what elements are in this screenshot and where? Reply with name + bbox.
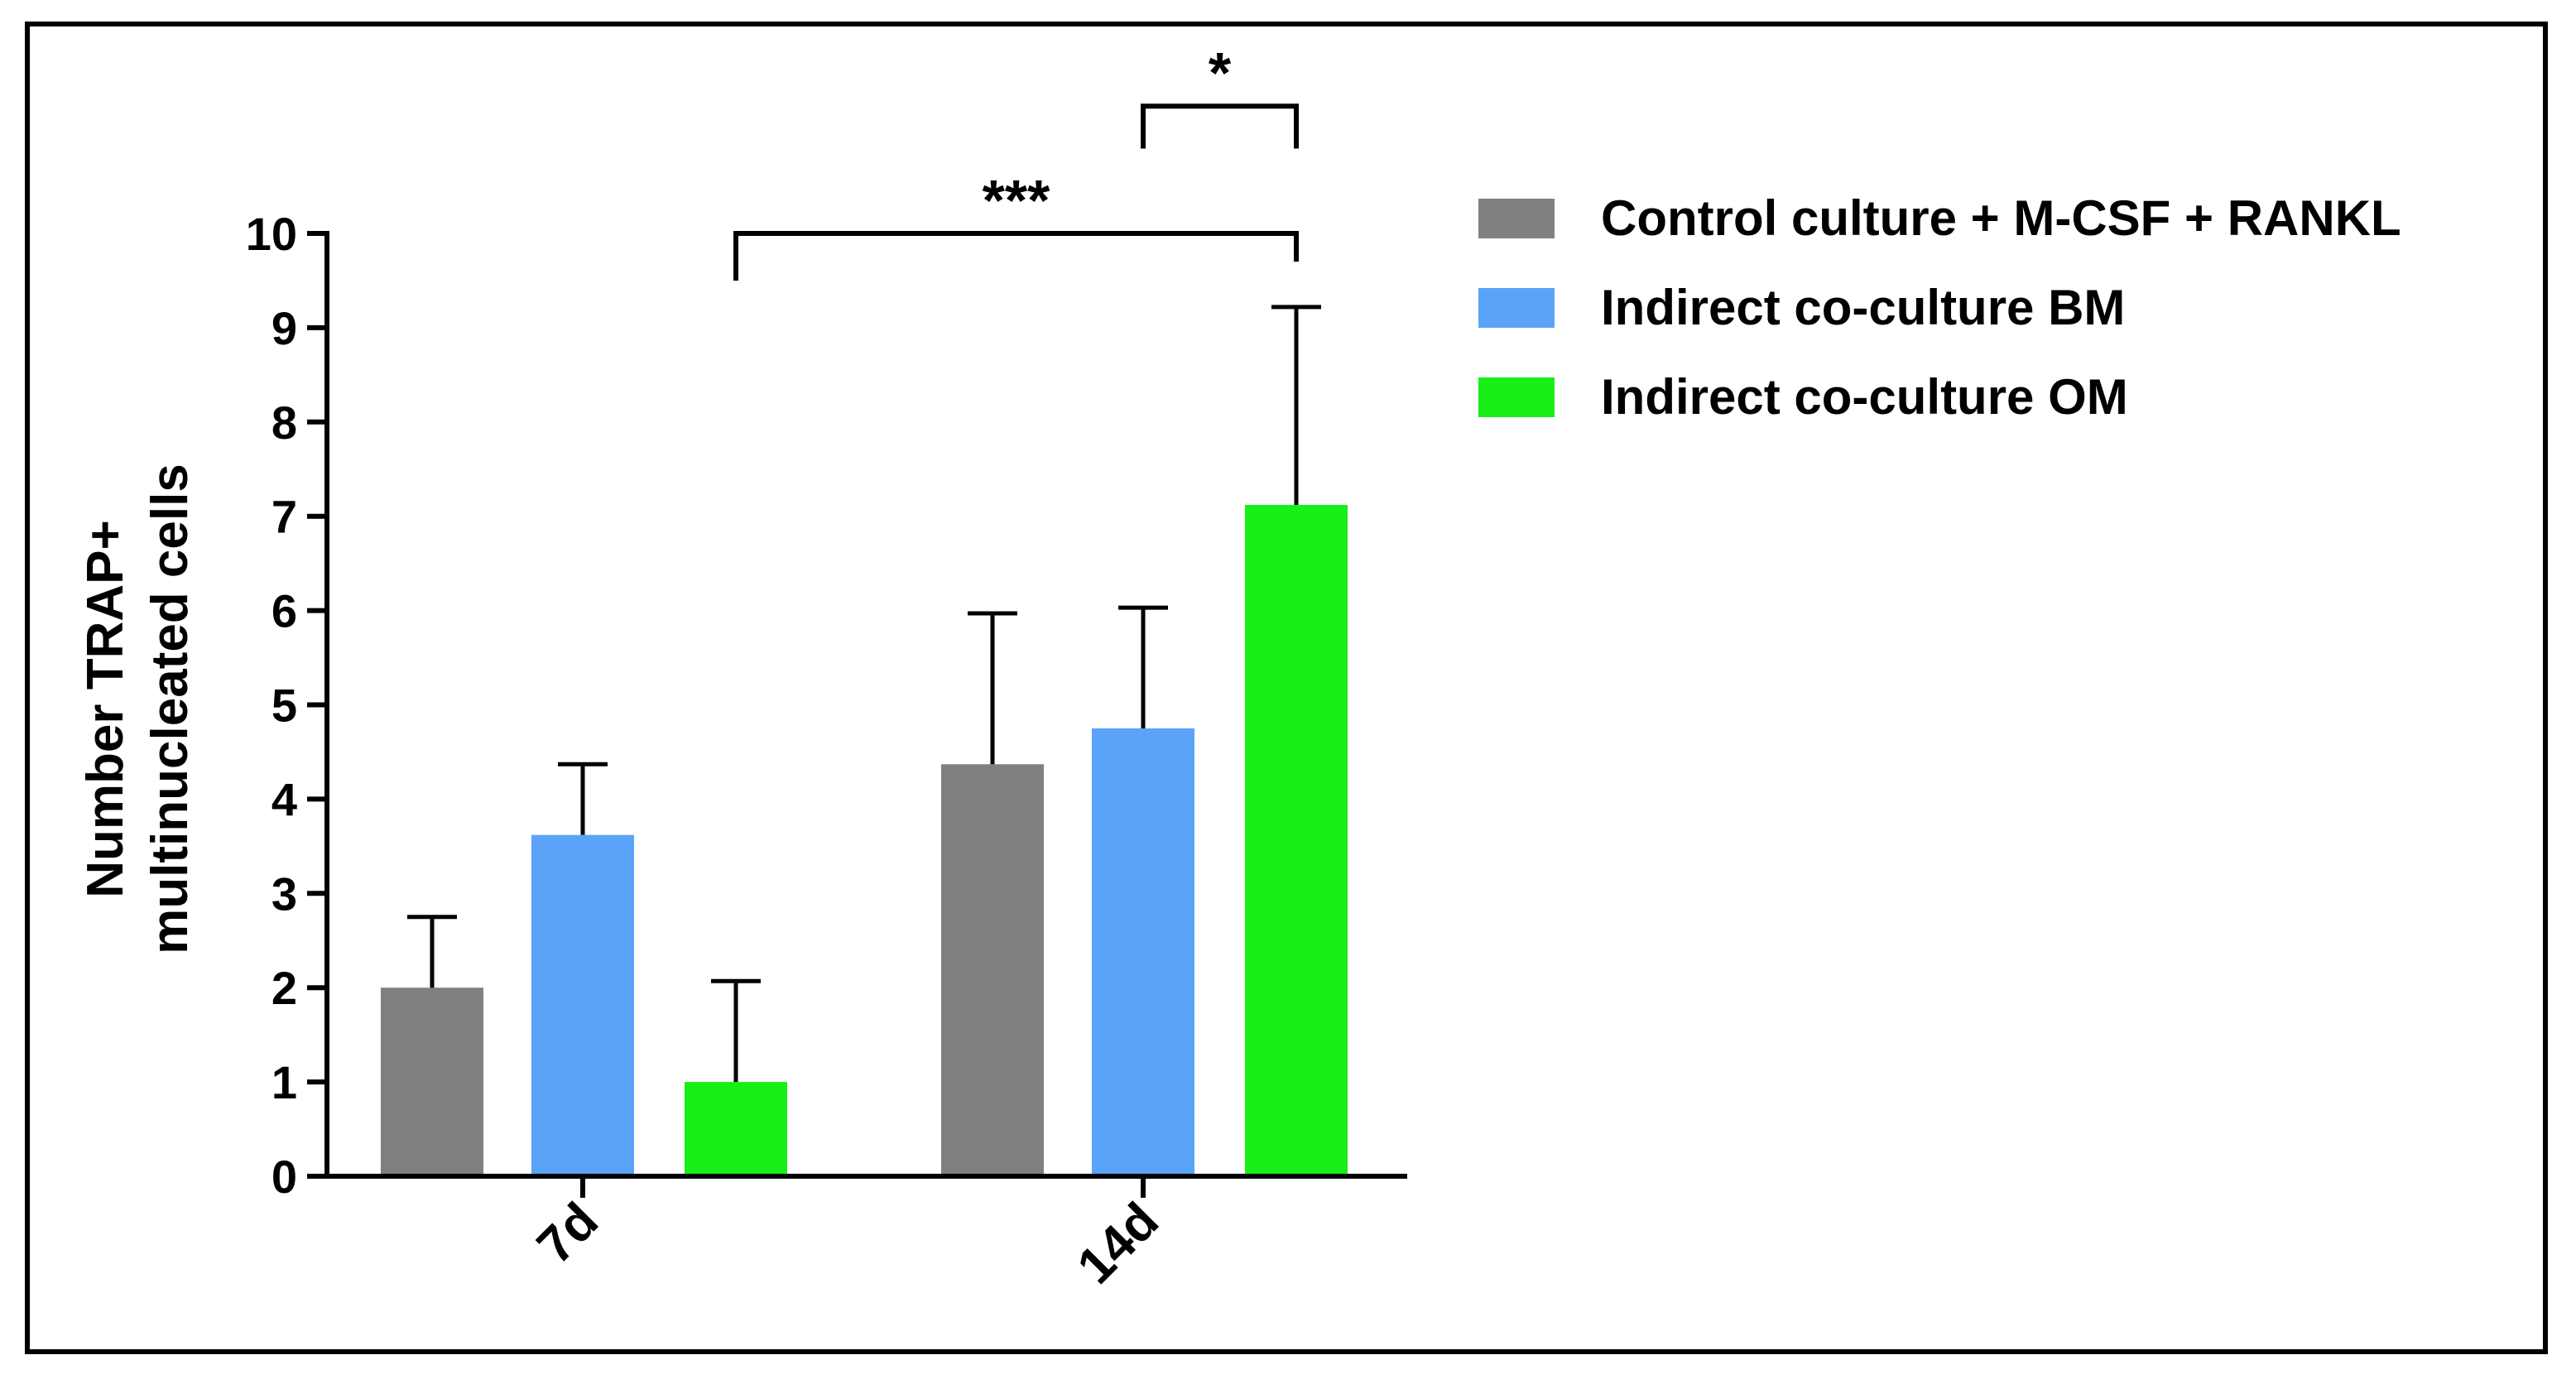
significance-annotations: **** (733, 41, 1299, 281)
x-tick-label: 7d (526, 1192, 609, 1275)
legend: Control culture + M-CSF + RANKL Indirect … (1478, 190, 2401, 425)
y-ticks: 0 1 2 3 4 5 6 7 8 9 10 (246, 208, 327, 1203)
x-ticks: 7d 14d (526, 1176, 1170, 1295)
significance-label: * (1209, 41, 1232, 105)
legend-label: Control culture + M-CSF + RANKL (1601, 190, 2401, 246)
axes (324, 231, 1407, 1179)
y-tick-label: 6 (272, 585, 297, 637)
legend-swatch (1478, 199, 1555, 238)
bar (1245, 505, 1348, 1176)
y-axis-label-line-1: Number TRAP+ (77, 520, 134, 897)
error-bars (407, 305, 1321, 1083)
significance-bracket (1141, 103, 1299, 149)
y-tick-label: 3 (272, 867, 297, 920)
bars (381, 505, 1348, 1176)
significance-bracket (733, 231, 1299, 281)
legend-label: Indirect co-culture OM (1601, 369, 2128, 425)
legend-swatch (1478, 288, 1555, 328)
bar-chart: Number TRAP+ multinucleated cells 0 1 2 3 4 5… (77, 41, 2401, 1295)
bar (531, 834, 634, 1176)
legend-label: Indirect co-culture BM (1601, 280, 2125, 335)
y-axis-label-line-2: multinucleated cells (142, 464, 199, 954)
y-tick-label: 0 (272, 1151, 297, 1203)
y-tick-label: 8 (272, 396, 297, 449)
y-tick-label: 10 (246, 208, 297, 260)
y-tick-label: 9 (272, 302, 297, 354)
bar (381, 988, 483, 1176)
bar (685, 1082, 787, 1176)
figure-frame: Number TRAP+ multinucleated cells 0 1 2 3 4 5… (25, 22, 2548, 1354)
y-axis-label: Number TRAP+ multinucleated cells (77, 464, 199, 954)
y-tick-label: 1 (272, 1056, 297, 1108)
y-tick-label: 7 (272, 491, 297, 543)
y-tick-label: 4 (272, 773, 297, 825)
x-tick-label: 14d (1067, 1192, 1170, 1295)
y-tick-label: 2 (272, 962, 297, 1014)
bar (1092, 728, 1194, 1176)
legend-swatch (1478, 377, 1555, 417)
bar (941, 764, 1044, 1176)
significance-label: *** (983, 168, 1050, 233)
y-tick-label: 5 (272, 680, 297, 732)
